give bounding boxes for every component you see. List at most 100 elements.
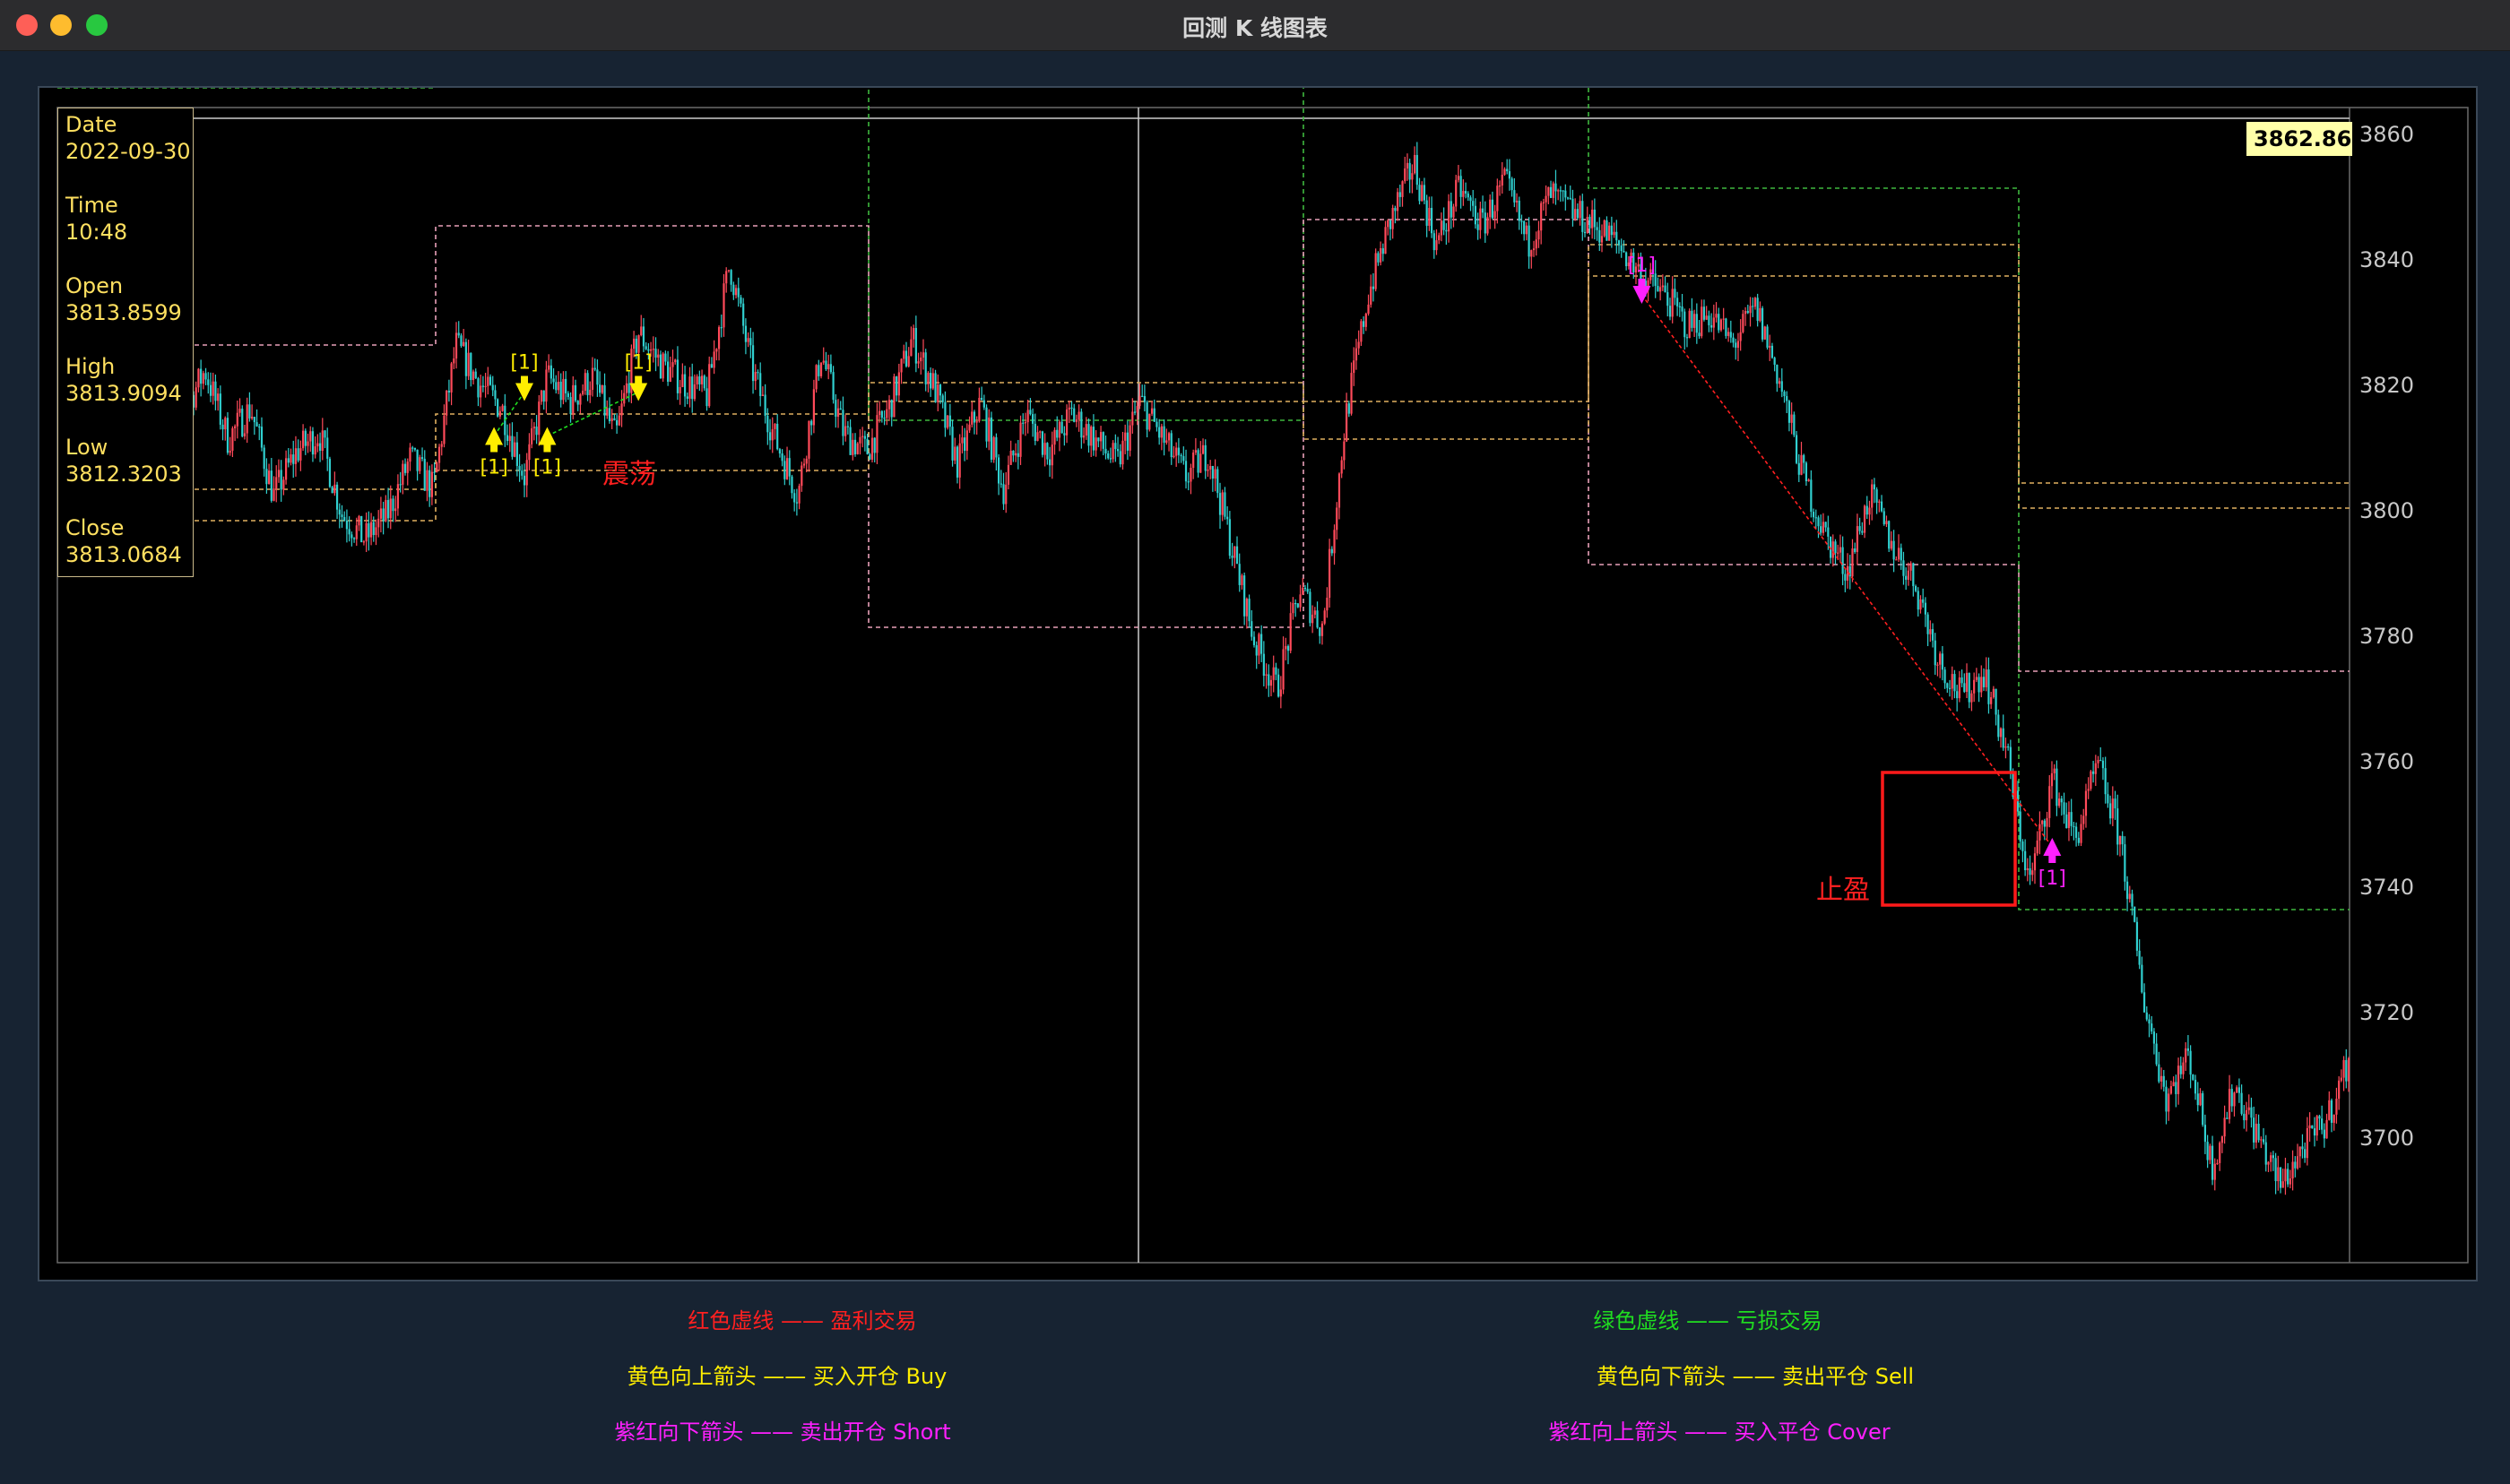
candle-body <box>1975 677 1978 680</box>
candle-body <box>1438 235 1441 241</box>
candle-body <box>1296 603 1299 608</box>
candle-body <box>723 283 725 328</box>
candle-body <box>207 379 210 385</box>
candle-body <box>601 384 603 393</box>
candle-body <box>812 389 815 426</box>
candle-body <box>1233 546 1236 558</box>
plot-area-border <box>56 107 2469 1264</box>
candle-body <box>1085 424 1087 436</box>
candle-body <box>1489 199 1492 218</box>
trade-volume-label: [1] <box>1628 255 1656 277</box>
chart-panel[interactable]: [1] [1] [1] [1] [1] [1] Date 2022-09-30 Time … <box>38 86 2478 1281</box>
candle-body <box>497 399 499 417</box>
candle-body <box>548 365 550 370</box>
candle-body <box>1917 591 1919 610</box>
candle-body <box>1377 253 1380 263</box>
candle-body <box>195 387 197 408</box>
candle-body <box>635 338 637 353</box>
candle-body <box>531 428 533 444</box>
short-arrow-icon <box>1632 286 1651 304</box>
candle-body <box>2202 1092 2204 1126</box>
candle-body <box>822 360 825 363</box>
candle-body <box>1871 484 1874 508</box>
candle-body <box>654 349 657 358</box>
candle-body <box>224 418 227 430</box>
candle-body <box>599 384 602 393</box>
candle-body <box>1651 269 1655 274</box>
candle-body <box>477 378 480 398</box>
date-value: 2022-09-30 <box>65 139 191 164</box>
candle-body <box>1761 307 1764 340</box>
candle-body <box>730 270 732 285</box>
candle-body <box>1936 664 1939 666</box>
candle-body <box>1374 253 1377 289</box>
candle-body <box>294 448 298 464</box>
candle-body <box>2138 950 2141 965</box>
candle-body <box>1926 614 1929 634</box>
close-window-icon[interactable] <box>16 14 38 36</box>
candle-body <box>2026 867 2029 871</box>
candle-body <box>2199 1092 2202 1106</box>
candle-body <box>1285 645 1287 650</box>
sell-arrow-icon-stem <box>635 375 643 384</box>
candle-body <box>1150 408 1154 414</box>
candle-body <box>251 417 254 418</box>
candle-body <box>498 410 501 417</box>
candle-body <box>1413 154 1416 174</box>
candle-body <box>2262 1139 2265 1143</box>
candle-body <box>253 417 255 423</box>
candle-body <box>939 384 942 396</box>
candle-body <box>1569 197 1571 200</box>
candle-body <box>270 470 273 501</box>
trade-volume-label: [1] <box>510 352 538 375</box>
candle-body <box>1552 183 1554 198</box>
candle-body <box>409 447 411 462</box>
candle-body <box>231 427 234 451</box>
candle-body <box>725 271 728 284</box>
candle-body <box>705 388 708 407</box>
candle-body <box>426 470 428 491</box>
candle-body <box>2347 1058 2350 1082</box>
candle-body <box>2272 1155 2274 1159</box>
zoom-window-icon[interactable] <box>86 14 108 36</box>
candle-body <box>1464 191 1467 194</box>
kline-chart[interactable]: [1] [1] [1] [1] [1] [1] <box>39 88 2476 1280</box>
candle-body <box>362 541 366 543</box>
candle-body <box>1248 599 1251 622</box>
candle-body <box>1269 679 1273 686</box>
period-level-line <box>57 244 2350 490</box>
candle-body <box>2038 824 2041 841</box>
candle-body <box>324 430 326 438</box>
candle-body <box>2118 835 2122 845</box>
candle-body <box>1683 311 1686 338</box>
candle-body <box>947 415 949 428</box>
candle-body <box>1995 688 1997 715</box>
candle-body <box>1107 453 1110 459</box>
candle-body <box>2194 1079 2197 1094</box>
candle-body <box>1644 280 1647 290</box>
candle-body <box>2233 1092 2236 1107</box>
candle-body <box>1043 443 1046 455</box>
candle-body <box>801 465 803 487</box>
candle-body <box>1554 183 1557 192</box>
candle-body <box>2036 840 2038 854</box>
candle-body <box>1882 511 1885 524</box>
candle-body <box>1980 677 1983 693</box>
candle-body <box>403 463 407 473</box>
candle-body <box>1999 728 2003 738</box>
candle-body <box>671 362 674 367</box>
candle-body <box>1286 645 1290 651</box>
candle-body <box>1228 519 1231 556</box>
candle-body <box>2277 1167 2280 1182</box>
candle-body <box>1104 448 1107 453</box>
candle-body <box>1136 406 1138 413</box>
candle-body <box>2228 1089 2231 1119</box>
legend-short-open: 紫红向下箭头 —— 卖出开仓 Short <box>614 1419 951 1445</box>
candle-body <box>793 493 796 503</box>
candle-body <box>1523 220 1526 235</box>
minimize-window-icon[interactable] <box>50 14 72 36</box>
candle-body <box>1878 501 1881 503</box>
candle-body <box>396 484 400 509</box>
candle-body <box>591 367 594 390</box>
candle-body <box>737 288 740 298</box>
